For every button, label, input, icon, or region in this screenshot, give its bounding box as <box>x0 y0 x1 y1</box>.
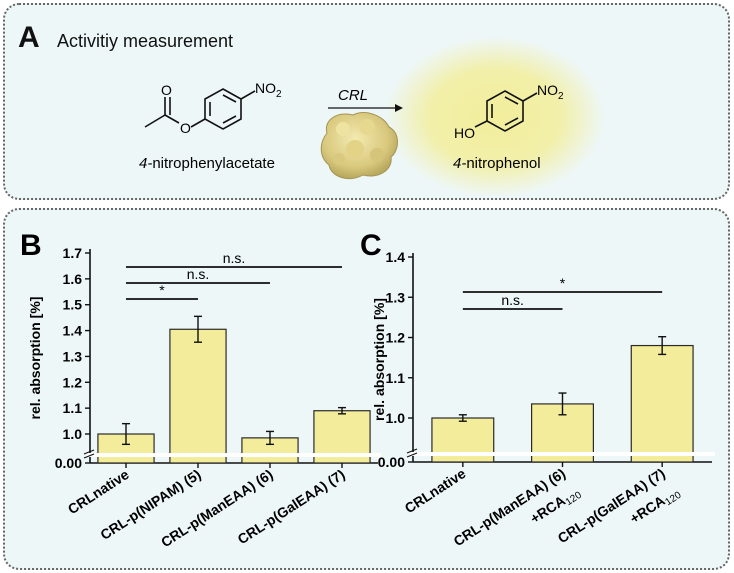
x-tick-label: CRLnative <box>402 465 469 516</box>
y-tick-label: 1.5 <box>63 297 83 313</box>
reaction-arrowhead <box>395 104 403 112</box>
reactant-structure <box>144 88 256 130</box>
product-ho: HO <box>454 125 475 141</box>
y-tick-label: 0.00 <box>378 454 405 470</box>
axis-break-mark <box>83 449 95 455</box>
chart-C-letter: C <box>360 229 382 262</box>
y-tick-label: 1.2 <box>63 374 83 390</box>
axis-break-mark <box>83 453 95 459</box>
bar <box>169 328 227 464</box>
axis-break-mark <box>406 448 418 454</box>
y-axis-label: rel. absorption [%] <box>371 298 387 421</box>
axis-break-band <box>87 453 381 457</box>
significance-label: n.s. <box>223 250 246 266</box>
crl-protein-icon <box>320 112 398 180</box>
panel-bc <box>3 208 730 570</box>
product-structure <box>474 90 538 132</box>
axis-break-mark <box>406 452 418 458</box>
y-tick-label: 1.6 <box>63 271 83 287</box>
x-tick-suffix-sub: 120 <box>564 490 584 509</box>
significance-label: * <box>560 275 566 291</box>
product-glow <box>385 37 605 197</box>
y-tick-label: 1.4 <box>63 323 83 339</box>
panel-a: A Activitiy measurement <box>3 3 730 200</box>
y-tick-label: 1.1 <box>63 400 83 416</box>
reactant-name: 4-nitrophenylacetate <box>139 155 275 172</box>
y-tick-label: 1.0 <box>386 410 406 426</box>
y-tick-label: 1.4 <box>386 249 406 265</box>
bar <box>630 344 694 463</box>
enzyme-label: CRL <box>338 87 368 104</box>
y-tick-label: 1.3 <box>386 289 406 305</box>
axis-break-band <box>410 452 715 456</box>
y-tick-label: 1.0 <box>63 426 83 442</box>
product-no2: NO2 <box>537 82 564 102</box>
panel-a-title: Activitiy measurement <box>57 31 234 51</box>
reactant-no2: NO2 <box>255 80 282 100</box>
product-name: 4-nitrophenol <box>453 155 541 172</box>
carbonyl-oxygen: O <box>161 82 172 98</box>
y-tick-label: 0.00 <box>55 455 82 471</box>
y-tick-label: 1.1 <box>386 370 406 386</box>
significance-label: * <box>159 282 165 298</box>
y-axis-label: rel. absorption [%] <box>27 297 43 420</box>
significance-label: n.s. <box>501 292 524 308</box>
panel-a-letter: A <box>18 21 40 54</box>
ester-oxygen: O <box>180 120 191 136</box>
x-tick-suffix-sub: 120 <box>663 490 683 509</box>
reaction-scheme: O O NO2 CRL HO NO2 4-nitrophenylacetat <box>139 37 605 197</box>
chart-B-letter: B <box>20 229 42 262</box>
y-tick-label: 1.3 <box>63 348 83 364</box>
y-tick-label: 1.7 <box>63 245 83 261</box>
y-tick-label: 1.2 <box>386 330 406 346</box>
significance-label: n.s. <box>187 266 210 282</box>
